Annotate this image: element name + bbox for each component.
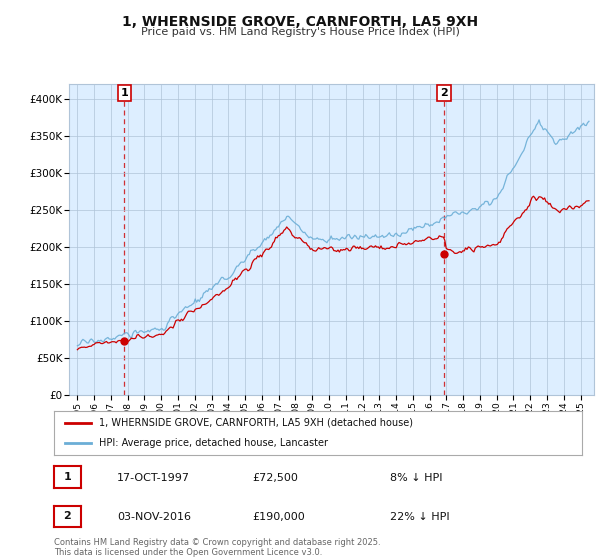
Text: 1: 1 <box>64 472 71 482</box>
Text: 1, WHERNSIDE GROVE, CARNFORTH, LA5 9XH (detached house): 1, WHERNSIDE GROVE, CARNFORTH, LA5 9XH (… <box>99 418 413 428</box>
Text: £190,000: £190,000 <box>252 512 305 522</box>
Text: Price paid vs. HM Land Registry's House Price Index (HPI): Price paid vs. HM Land Registry's House … <box>140 27 460 37</box>
Text: £72,500: £72,500 <box>252 473 298 483</box>
Text: Contains HM Land Registry data © Crown copyright and database right 2025.
This d: Contains HM Land Registry data © Crown c… <box>54 538 380 557</box>
Text: 17-OCT-1997: 17-OCT-1997 <box>117 473 190 483</box>
Text: 1: 1 <box>121 88 128 98</box>
Text: 03-NOV-2016: 03-NOV-2016 <box>117 512 191 522</box>
Text: HPI: Average price, detached house, Lancaster: HPI: Average price, detached house, Lanc… <box>99 438 328 448</box>
Text: 8% ↓ HPI: 8% ↓ HPI <box>390 473 443 483</box>
Text: 2: 2 <box>64 511 71 521</box>
Text: 2: 2 <box>440 88 448 98</box>
Text: 1, WHERNSIDE GROVE, CARNFORTH, LA5 9XH: 1, WHERNSIDE GROVE, CARNFORTH, LA5 9XH <box>122 15 478 29</box>
Text: 22% ↓ HPI: 22% ↓ HPI <box>390 512 449 522</box>
